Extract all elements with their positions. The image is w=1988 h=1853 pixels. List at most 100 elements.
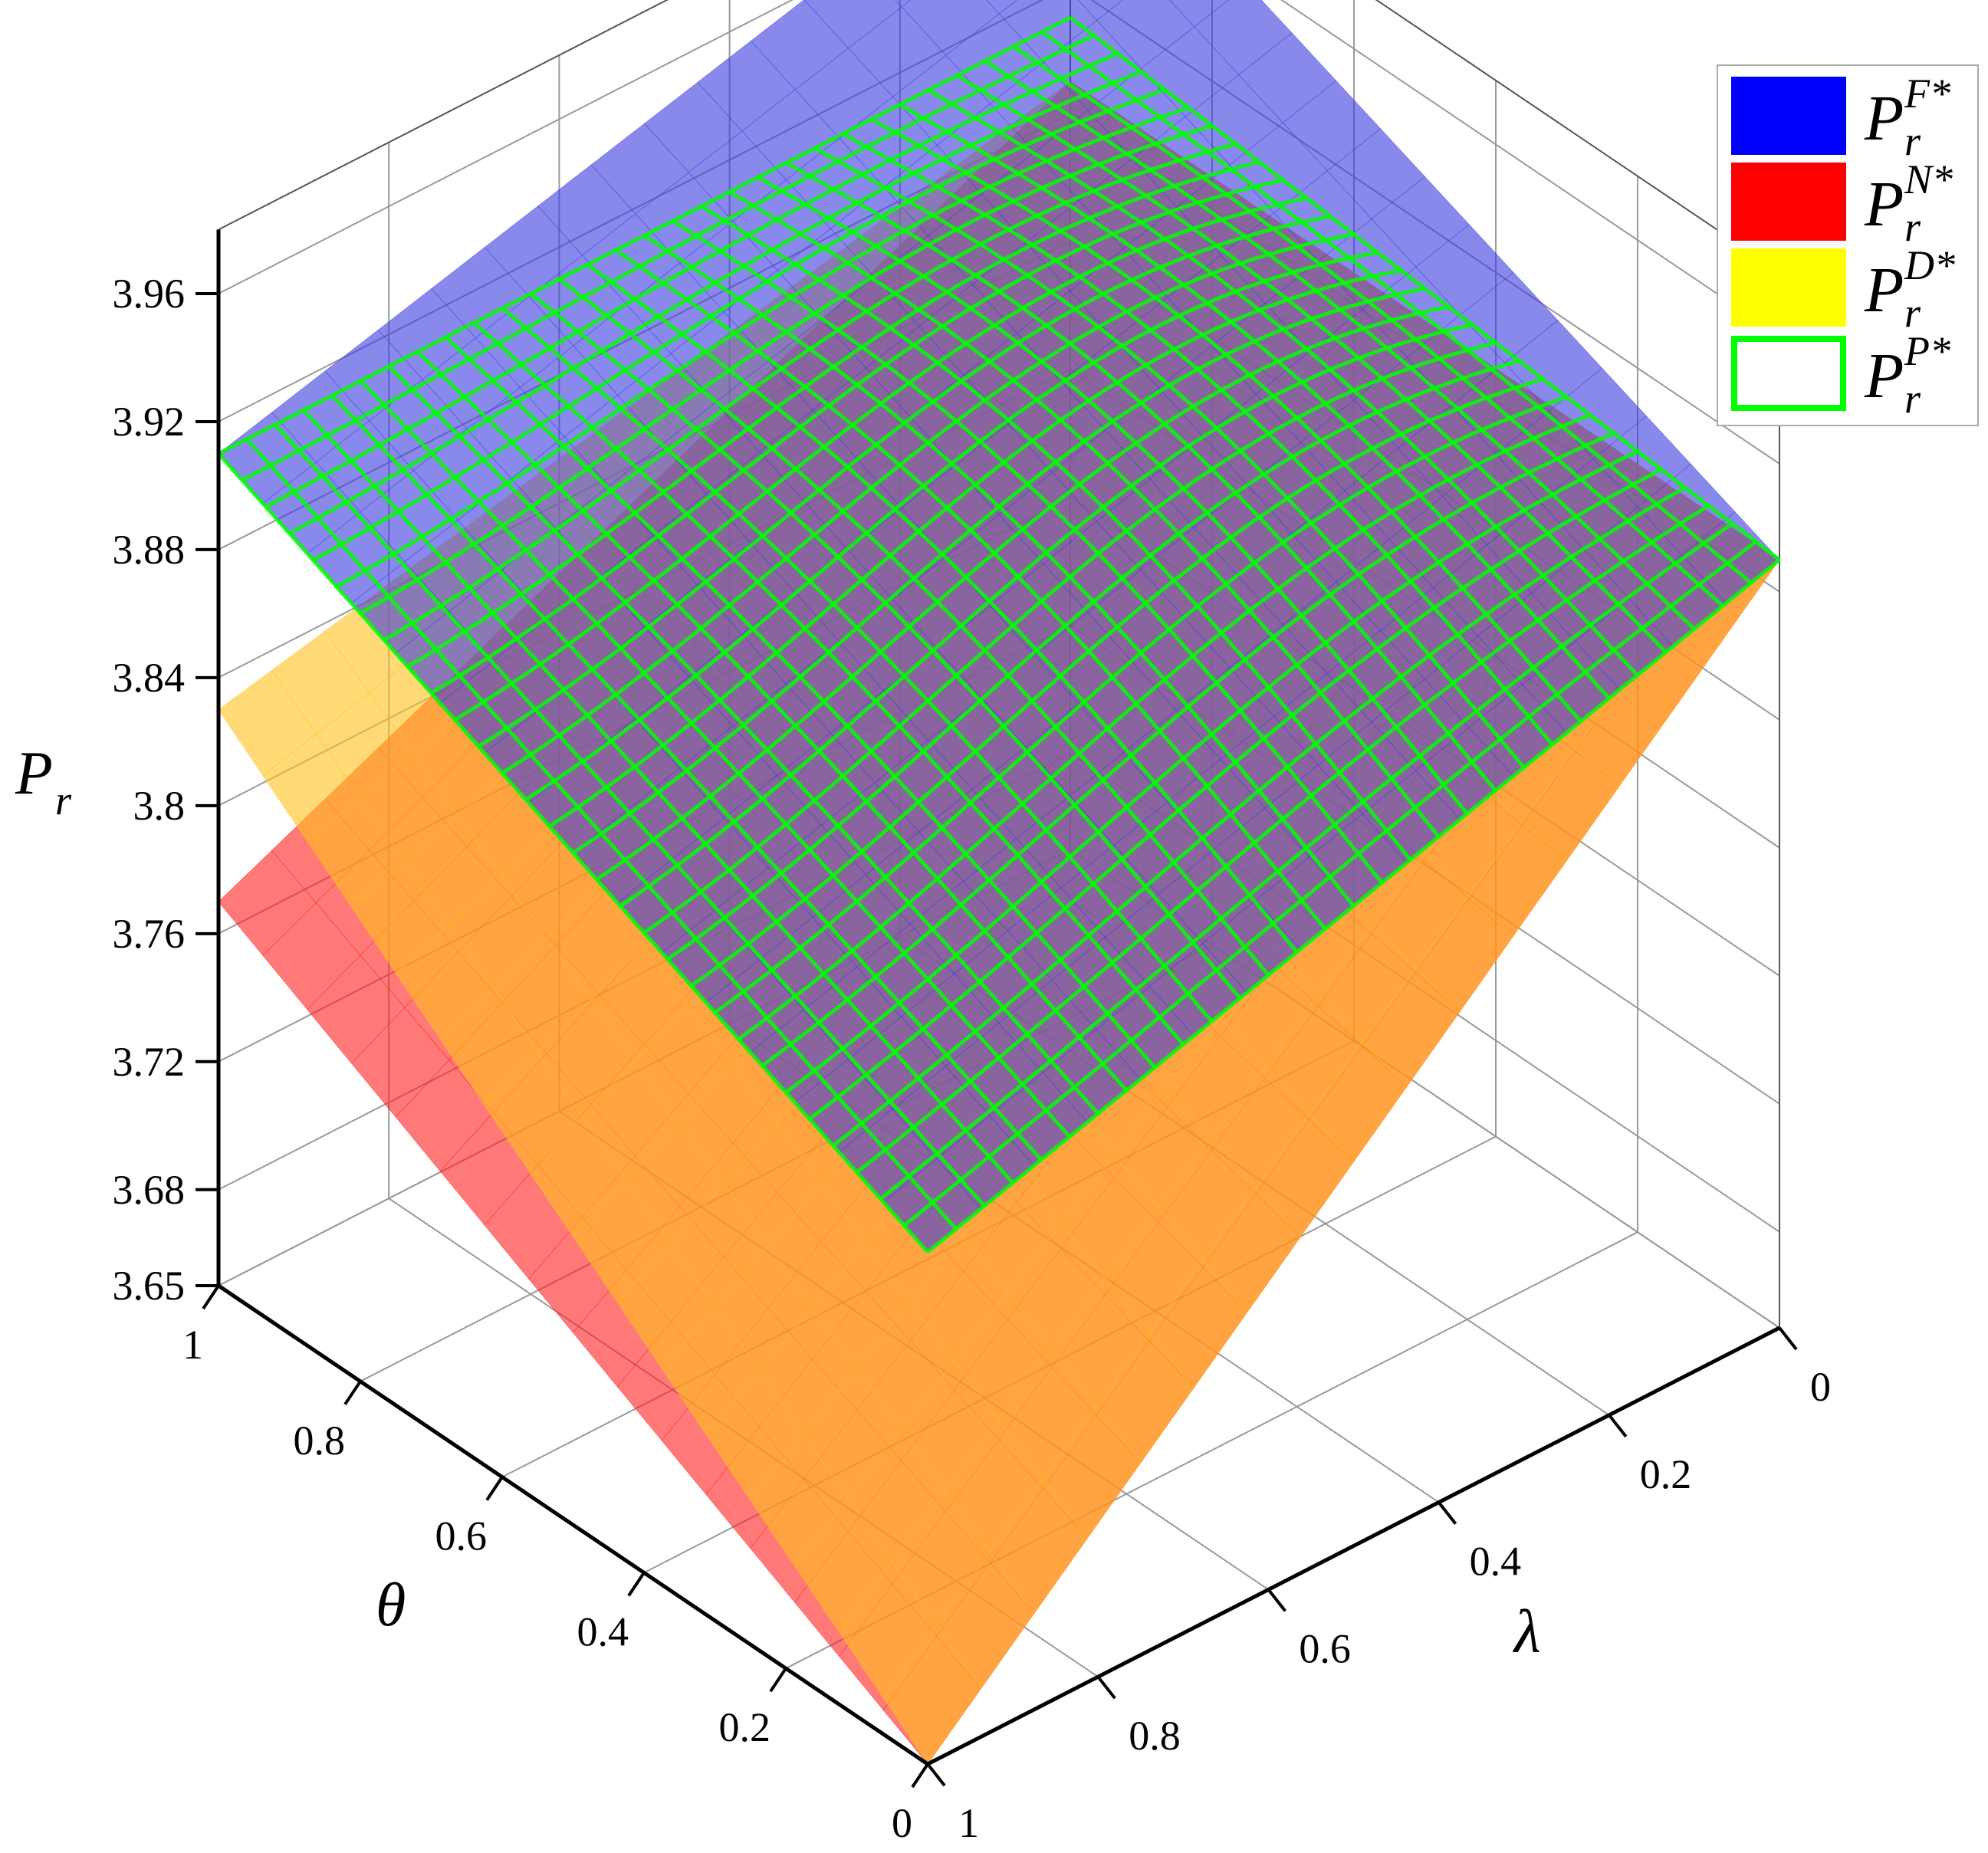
mesh-line (700, 205, 1412, 862)
z-axis-title-sub: r (55, 777, 72, 823)
axes: 3.65 3.68 3.72 3.76 3.8 3.84 3.88 3.92 3.96 1 0.8 0… (15, 229, 1831, 1846)
surface-patch-F (1169, 0, 1229, 28)
legend-sup-N: N* (1904, 156, 1953, 202)
z-axis-title: P (15, 740, 53, 807)
legend-label-N: P (1864, 169, 1904, 240)
mesh-line (274, 423, 986, 1207)
legend-swatch-D (1731, 248, 1846, 327)
legend-label-F: P (1864, 83, 1904, 154)
lambda-tick (1438, 1501, 1457, 1525)
lambda-tick-label: 0 (1810, 1364, 1831, 1410)
mesh-line (984, 59, 1696, 631)
mesh-line (785, 161, 1497, 792)
lambda-tick-label: 0.4 (1470, 1539, 1522, 1585)
legend-sup-D: D* (1904, 242, 1955, 288)
mesh-line (842, 132, 1554, 746)
lambda-tick-label: 0.2 (1640, 1451, 1692, 1497)
mesh-line (757, 176, 1469, 815)
theta-tick-label: 0.2 (719, 1704, 771, 1750)
mesh-line (245, 438, 958, 1230)
mesh-line (1012, 44, 1724, 608)
theta-tick-label: 1 (182, 1322, 203, 1368)
lambda-tick (1608, 1414, 1628, 1438)
z-tick-label: 3.76 (113, 911, 186, 957)
z-tick-label: 3.92 (113, 399, 186, 445)
legend-label-P: P (1864, 340, 1904, 412)
mesh-line (927, 88, 1639, 677)
lambda-tick (926, 1763, 946, 1787)
mesh-P (217, 15, 1781, 1254)
mesh-line (217, 452, 929, 1253)
lambda-axis (926, 1326, 1781, 1766)
mesh-line (955, 74, 1668, 654)
theta-tick (769, 1667, 787, 1693)
lambda-tick-label: 0.6 (1299, 1625, 1351, 1671)
mesh-line (557, 278, 1270, 977)
theta-tick (911, 1763, 929, 1789)
mesh-line (728, 190, 1441, 838)
mesh-line (1040, 30, 1753, 585)
lambda-tick-label: 1 (958, 1800, 979, 1846)
mesh-line (330, 394, 1043, 1161)
theta-tick (343, 1380, 362, 1405)
lambda-axis-title: λ (1513, 1598, 1541, 1666)
lambda-tick (1096, 1675, 1116, 1700)
mesh-line (870, 117, 1582, 723)
theta-tick (202, 1284, 220, 1310)
theta-axis-title: θ (376, 1572, 406, 1639)
legend: P F*rP N*rP D*rP P*r (1717, 64, 1979, 426)
mesh-line (302, 409, 1014, 1184)
mesh-line (472, 321, 1185, 1046)
legend-sub-N: r (1904, 204, 1921, 250)
box-edge (1375, 0, 1780, 273)
theta-axis (217, 1283, 929, 1766)
mesh-line (643, 234, 1355, 908)
theta-tick-label: 0.8 (294, 1418, 346, 1464)
z-tick-label: 3.84 (113, 655, 186, 701)
mesh-line (359, 379, 1072, 1138)
surface-patch-F (986, 0, 1017, 15)
box-edge (218, 0, 669, 231)
lambda-tick (1778, 1326, 1798, 1351)
theta-tick-label: 0.6 (435, 1513, 488, 1559)
z-tick-label: 3.65 (113, 1263, 186, 1309)
surface-patch-F (803, 0, 902, 49)
mesh-line (1069, 15, 1781, 562)
legend-swatch-P (1731, 336, 1846, 411)
theta-tick (627, 1572, 646, 1597)
z-tick-label: 3.68 (113, 1167, 186, 1213)
theta-tick-label: 0.4 (577, 1608, 629, 1654)
mesh-line (501, 307, 1214, 1023)
mesh-line (813, 146, 1526, 769)
mesh-line (899, 103, 1611, 700)
legend-sub-F: r (1904, 118, 1921, 164)
surface-patch-F (895, 0, 912, 8)
mesh-line (615, 248, 1327, 931)
legend-sup-F: F* (1904, 71, 1950, 117)
legend-swatch-F (1731, 77, 1846, 155)
z-tick-label: 3.8 (133, 783, 186, 829)
mesh-line (387, 365, 1100, 1115)
surface-patch-F (1077, 0, 1124, 21)
mesh-line (444, 336, 1157, 1069)
mesh-line (416, 350, 1129, 1092)
lambda-tick-label: 0.8 (1129, 1713, 1181, 1759)
surfaces (218, 0, 1780, 1765)
mesh-line (586, 263, 1299, 954)
grid-line (1280, 0, 1780, 337)
grid-line (218, 0, 794, 294)
legend-sub-P: r (1904, 376, 1921, 422)
legend-sub-D: r (1904, 290, 1921, 336)
z-tick-label: 3.96 (113, 271, 186, 317)
legend-sup-P: P* (1904, 328, 1950, 374)
lambda-tick (1267, 1589, 1286, 1612)
theta-tick-label: 0 (892, 1800, 912, 1846)
z-tick-label: 3.88 (113, 527, 186, 573)
mesh-line (529, 292, 1242, 1000)
theta-tick (485, 1476, 504, 1501)
z-tick-label: 3.72 (113, 1039, 186, 1085)
mesh-line (672, 219, 1384, 885)
legend-swatch-N (1731, 163, 1846, 241)
